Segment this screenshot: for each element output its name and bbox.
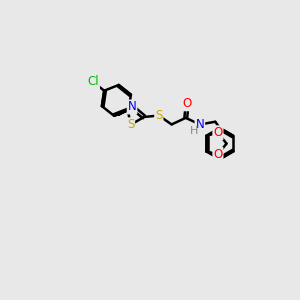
Text: Cl: Cl [87, 76, 99, 88]
Text: H: H [190, 126, 199, 136]
Text: S: S [155, 109, 163, 122]
Text: S: S [127, 118, 134, 131]
Text: N: N [196, 118, 204, 131]
Text: O: O [183, 97, 192, 110]
Text: O: O [213, 126, 223, 139]
Text: N: N [128, 100, 136, 113]
Text: O: O [213, 148, 223, 161]
